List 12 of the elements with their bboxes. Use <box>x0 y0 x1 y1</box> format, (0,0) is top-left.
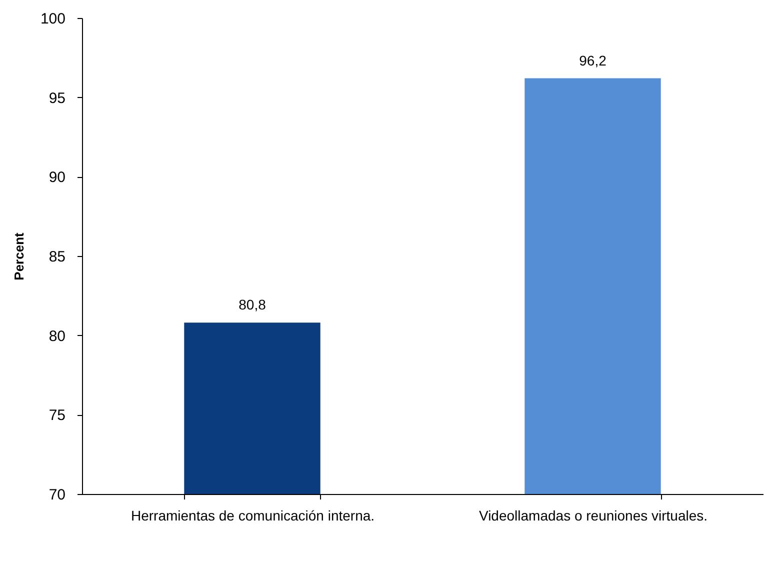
y-tick-label: 75 <box>48 407 66 424</box>
x-tick-label: Herramientas de comunicación interna. <box>130 508 375 524</box>
y-tick-label: 100 <box>40 10 66 28</box>
y-tick-label: 85 <box>48 248 66 266</box>
data-label: 96,2 <box>579 52 607 68</box>
y-tick-label: 70 <box>48 486 66 504</box>
x-tick-label: Videollamadas o reuniones virtuales. <box>478 508 708 524</box>
y-tick-label: 80 <box>48 328 66 345</box>
y-axis-title: Percent <box>11 232 26 280</box>
data-label: 80,8 <box>238 296 266 313</box>
y-tick-label: 95 <box>48 90 66 107</box>
y-tick-label: 90 <box>48 169 66 186</box>
